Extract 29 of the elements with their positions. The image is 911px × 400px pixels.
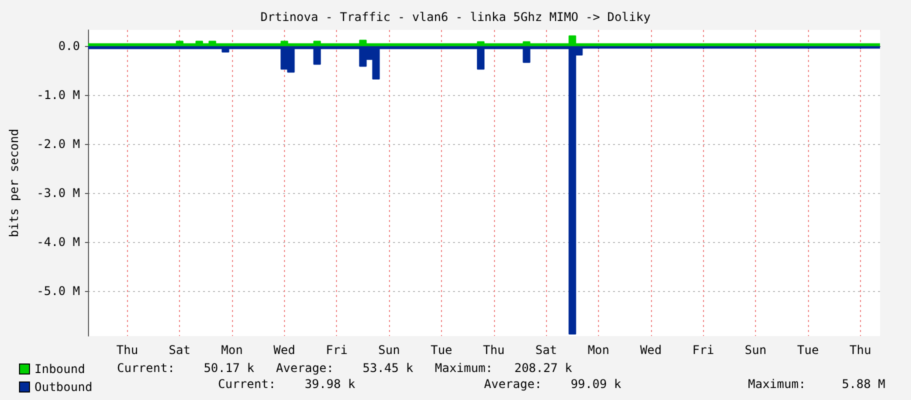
x-tick-label: Sun	[744, 343, 766, 357]
x-tick-label: Thu	[850, 343, 872, 357]
legend-label: Inbound	[34, 362, 86, 376]
y-tick-label: -4.0 M	[36, 234, 80, 249]
y-tick-label: -1.0 M	[36, 88, 80, 102]
x-tick-label: Thu	[116, 343, 138, 357]
text: Average: 99.09 k	[484, 377, 622, 391]
x-tick-label: Mon	[221, 343, 243, 357]
text: Current: 50.17 k Average: 53.45 k Maximum: 208.27 k	[117, 361, 573, 375]
x-tick-label: Fri	[692, 343, 714, 357]
x-tick-label: Fri	[326, 343, 348, 357]
x-tick-label: Sat	[535, 343, 558, 357]
legend-label: Outbound	[34, 380, 92, 394]
y-axis-title: bits per second	[7, 128, 21, 238]
x-tick-label: Tue	[797, 343, 819, 357]
text: Current: 39.98 k	[218, 377, 356, 391]
y-tick-label: -5.0 M	[36, 284, 80, 298]
chart-title: Drtinova - Traffic - vlan6 - linka 5Ghz MIMO -> Doliky	[260, 10, 651, 24]
y-tick-label: 0.0	[58, 39, 80, 54]
text: Maximum: 5.88 M	[748, 377, 886, 391]
x-tick-label: Sun	[378, 343, 400, 357]
y-tick-label: -2.0 M	[36, 137, 80, 152]
x-tick-label: Tue	[430, 343, 452, 357]
x-tick-label: Wed	[640, 343, 662, 357]
x-tick-label: Thu	[482, 343, 505, 357]
x-tick-label: Wed	[274, 343, 296, 357]
x-tick-label: Sat	[168, 343, 190, 357]
y-tick-label: -3.0 M	[36, 186, 80, 200]
x-tick-label: Mon	[588, 343, 610, 357]
